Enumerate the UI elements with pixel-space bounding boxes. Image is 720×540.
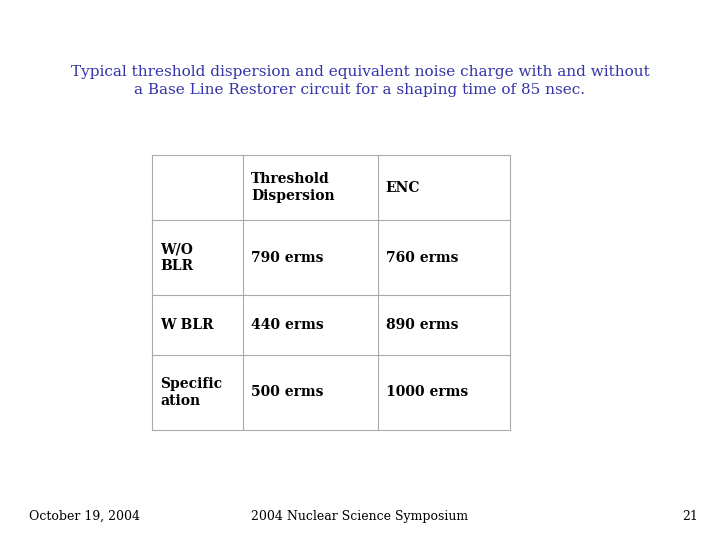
Text: 790 erms: 790 erms — [251, 251, 324, 265]
Text: 21: 21 — [683, 510, 698, 523]
Text: W BLR: W BLR — [160, 318, 214, 332]
Text: ENC: ENC — [385, 180, 420, 194]
Text: Typical threshold dispersion and equivalent noise charge with and without
a Base: Typical threshold dispersion and equival… — [71, 65, 649, 97]
Text: October 19, 2004: October 19, 2004 — [29, 510, 140, 523]
Text: 890 erms: 890 erms — [385, 318, 458, 332]
Text: Specific
ation: Specific ation — [160, 377, 222, 408]
Text: 760 erms: 760 erms — [385, 251, 458, 265]
Text: 2004 Nuclear Science Symposium: 2004 Nuclear Science Symposium — [251, 510, 469, 523]
Text: W/O
BLR: W/O BLR — [160, 242, 193, 273]
Text: Threshold
Dispersion: Threshold Dispersion — [251, 172, 335, 202]
Text: 1000 erms: 1000 erms — [385, 386, 468, 400]
Text: 440 erms: 440 erms — [251, 318, 324, 332]
Text: 500 erms: 500 erms — [251, 386, 324, 400]
